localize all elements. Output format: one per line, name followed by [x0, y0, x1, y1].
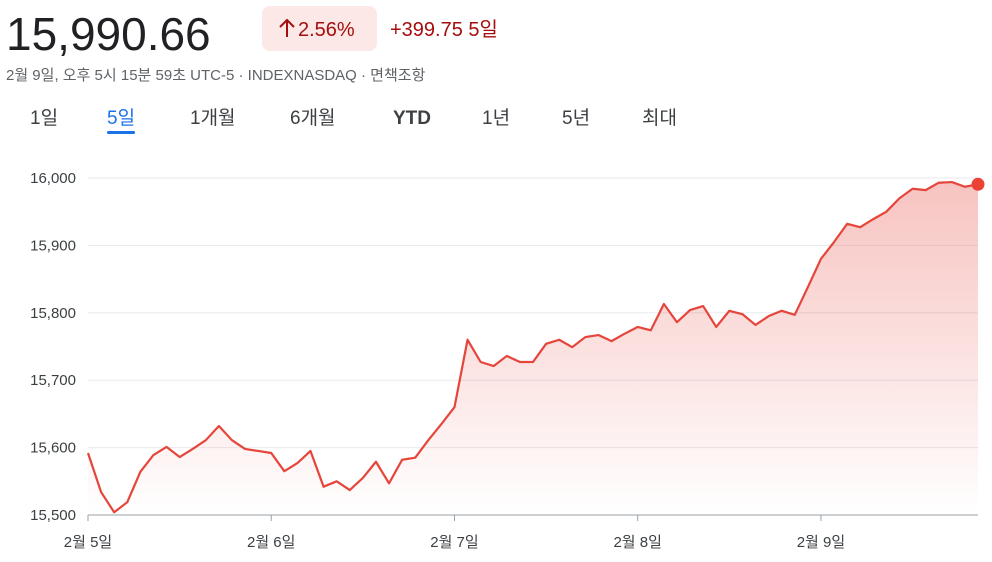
y-tick-label: 15,700 — [30, 372, 76, 389]
tab[interactable]: 1일 — [30, 107, 58, 129]
tab[interactable]: 1개월 — [190, 107, 236, 129]
y-tick-label: 15,800 — [30, 305, 76, 322]
area-fill — [88, 182, 978, 516]
y-tick-label: 15,600 — [30, 440, 76, 457]
price: 15,990.66 — [6, 8, 211, 60]
plot: 15,500 15,600 15,700 15,800 15,900 16,000 2월 5… — [30, 170, 985, 551]
up-arrow-icon — [279, 18, 295, 37]
tab[interactable]: 6개월 — [290, 107, 336, 129]
tab[interactable]: YTD — [393, 108, 431, 129]
x-tick-label: 2월 5일 — [64, 534, 112, 551]
tab[interactable]: 5년 — [562, 107, 590, 129]
x-tick-label: 2월 9일 — [797, 534, 845, 551]
change-amount: +399.75 5일 — [390, 18, 498, 41]
last-point — [971, 177, 985, 191]
x-tick-label: 2월 8일 — [613, 534, 661, 551]
y-tick-label: 16,000 — [30, 170, 76, 187]
tab-underline — [107, 131, 136, 134]
tab[interactable]: 5일 — [107, 107, 135, 129]
tabs: 1일 5일 1개월 6개월 YTD 1년 5년 최대 — [30, 107, 677, 134]
tab[interactable]: 최대 — [642, 107, 677, 129]
y-tick-label: 15,500 — [30, 507, 76, 524]
price-line — [86, 180, 979, 514]
y-tick-label: 15,900 — [30, 237, 76, 254]
x-tick-label: 2월 6일 — [247, 534, 295, 551]
x-tick-label: 2월 7일 — [430, 534, 478, 551]
change-badge — [262, 6, 377, 51]
tab[interactable]: 1년 — [482, 107, 510, 129]
change-percent: 2.56% — [298, 19, 355, 41]
subtitle: 2월 9일, 오후 5시 15분 59초 UTC-5 · INDEXNASDAQ… — [6, 67, 426, 84]
